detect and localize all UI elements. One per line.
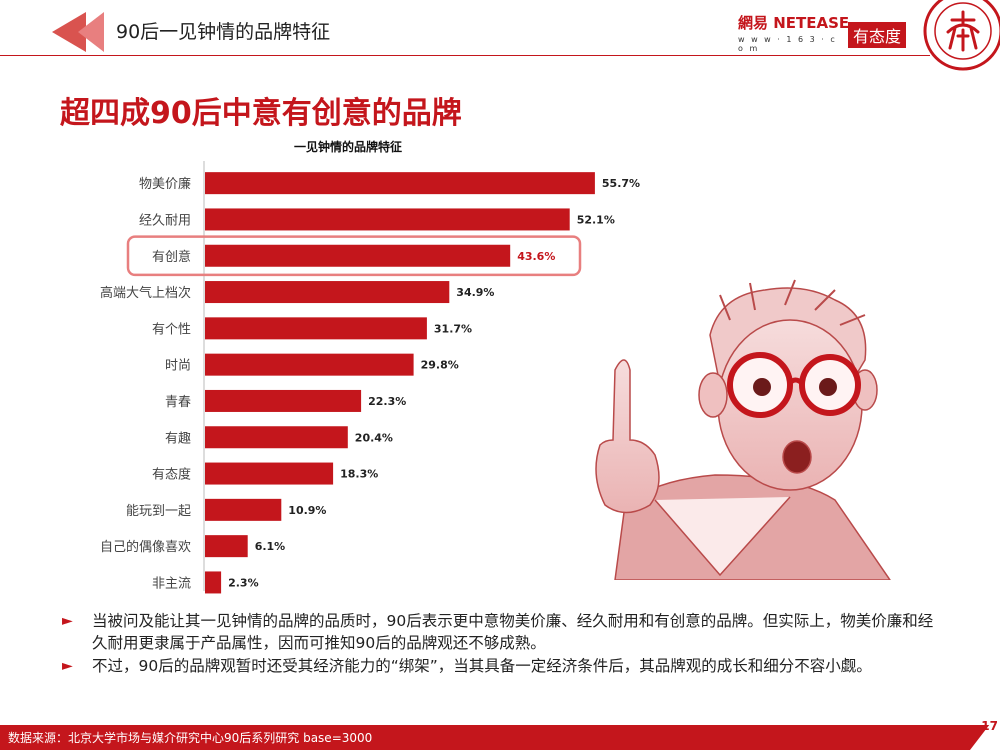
chart-bar — [205, 389, 362, 412]
header-title: 90后一见钟情的品牌特征 — [116, 21, 331, 43]
bullet-arrow-icon: ► — [62, 613, 73, 629]
page-number: 17 — [981, 719, 998, 733]
netease-logo: 網易 NETEASE w w w · 1 6 3 · c o m — [738, 12, 850, 53]
chart-highlight-box — [126, 235, 582, 277]
chart-category-label: 有创意 — [152, 249, 191, 265]
chart-bar — [205, 172, 595, 195]
chart-value-label: 18.3% — [340, 468, 378, 481]
chart-category-label: 非主流 — [152, 576, 191, 591]
chart-value-label: 22.3% — [368, 395, 406, 408]
chart-category-label: 物美价廉 — [139, 176, 191, 192]
netease-brand: 網易 NETEASE — [738, 14, 850, 32]
chart-category-label: 有趣 — [165, 431, 191, 446]
chart-bar — [205, 353, 414, 376]
bullet-item: ► 当被问及能让其一见钟情的品牌的品质时，90后表示更中意物美价廉、经久耐用和有… — [62, 610, 942, 654]
chart-bar — [205, 208, 570, 231]
chart-value-label: 6.1% — [255, 540, 286, 553]
page-number-tab — [970, 711, 1000, 750]
chart-value-label: 34.9% — [456, 286, 494, 299]
chart-bar — [205, 535, 248, 558]
chart-category-label: 自己的偶像喜欢 — [100, 539, 191, 555]
chart-value-label: 55.7% — [602, 177, 640, 190]
chart-category-label: 高端大气上档次 — [100, 285, 191, 301]
chart-value-label: 52.1% — [577, 213, 615, 226]
bullet-item: ► 不过，90后的品牌观暂时还受其经济能力的“绑架”，当其具备一定经济条件后，其… — [62, 655, 942, 677]
chart-bar — [205, 317, 427, 340]
pku-seal-icon — [923, 0, 1000, 71]
chart-category-label: 时尚 — [165, 359, 191, 374]
chart-value-label: 29.8% — [421, 359, 459, 372]
netease-url: w w w · 1 6 3 · c o m — [738, 35, 837, 53]
chart-bar — [205, 571, 222, 594]
chart-value-label: 43.6% — [517, 250, 555, 263]
youtaidu-logo: 有态度 — [848, 22, 907, 48]
bullet-arrow-icon: ► — [62, 658, 73, 674]
chart-category-label: 有个性 — [152, 322, 191, 337]
chart-bar — [205, 244, 511, 267]
insight-bullets: ► 当被问及能让其一见钟情的品牌的品质时，90后表示更中意物美价廉、经久耐用和有… — [62, 610, 942, 678]
header-arrow-icon-light — [78, 12, 104, 52]
brand-feature-bar-chart: 一见钟情的品牌特征 物美价廉 55.7% 经久耐用 52.1% 有创意 43.6% 高端大气… — [100, 139, 640, 594]
chart-title: 一见钟情的品牌特征 — [294, 139, 402, 154]
bullet-text: 不过，90后的品牌观暂时还受其经济能力的“绑架”，当其具备一定经济条件后，其品牌… — [92, 657, 872, 675]
chart-category-label: 能玩到一起 — [126, 504, 191, 519]
boy-illustration — [595, 279, 891, 580]
chart-bar — [205, 281, 450, 304]
header-divider — [0, 55, 930, 56]
bullet-text: 当被问及能让其一见钟情的品牌的品质时，90后表示更中意物美价廉、经久耐用和有创意… — [92, 612, 934, 652]
chart-bar — [205, 462, 334, 485]
chart-value-label: 31.7% — [434, 322, 472, 335]
chart-value-label: 10.9% — [288, 504, 326, 517]
chart-bar — [205, 426, 348, 449]
chart-value-label: 20.4% — [355, 431, 393, 444]
chart-category-label: 有态度 — [152, 467, 191, 483]
main-title: 超四成90后中意有创意的品牌 — [60, 96, 462, 131]
footer-bar: 数据来源：北京大学市场与媒介研究中心90后系列研究 base=3000 17 — [0, 711, 1000, 750]
chart-bar — [205, 498, 282, 521]
chart-value-label: 2.3% — [228, 576, 259, 589]
data-source: 数据来源：北京大学市场与媒介研究中心90后系列研究 base=3000 — [8, 731, 373, 745]
chart-category-label: 经久耐用 — [139, 213, 191, 228]
chart-category-label: 青春 — [165, 395, 191, 410]
